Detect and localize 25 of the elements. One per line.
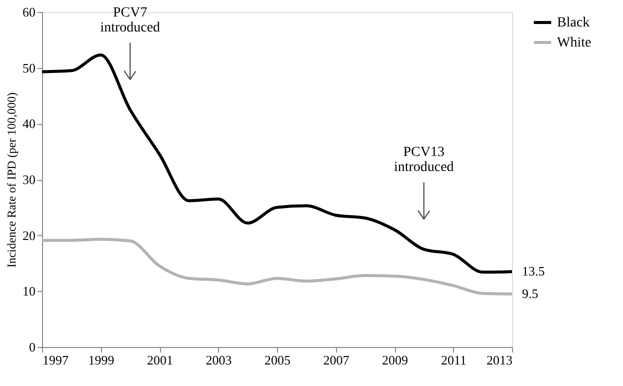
x-tick-label: 2009 bbox=[382, 352, 408, 368]
x-tick-label: 1997 bbox=[42, 352, 69, 368]
x-tick-label: 2011 bbox=[440, 352, 467, 368]
x-tick-label: 2013 bbox=[486, 352, 512, 368]
data-label: 13.5 bbox=[522, 264, 545, 279]
y-tick-label: 0 bbox=[29, 340, 36, 354]
x-tick-label: 2007 bbox=[323, 352, 350, 368]
y-tick-label: 30 bbox=[22, 172, 36, 187]
line-series bbox=[40, 238, 514, 296]
y-tick-label: 10 bbox=[22, 284, 36, 299]
y-axis-title: Incidence Rate of IPD (per 100,000) bbox=[4, 92, 18, 268]
y-tick-label: 50 bbox=[22, 60, 36, 76]
ref-line-label: PCV13 introduced bbox=[394, 145, 454, 176]
ref-line-label: PCV7 introduced bbox=[100, 6, 160, 36]
x-tick-label: 2005 bbox=[264, 352, 290, 368]
y-tick-label: 40 bbox=[22, 116, 36, 132]
line-series bbox=[40, 53, 514, 274]
y-tick-label: 60 bbox=[22, 4, 36, 20]
legend-label: Black bbox=[557, 16, 590, 30]
x-tick-label: 2003 bbox=[206, 352, 232, 368]
legend-label: White bbox=[557, 36, 592, 50]
x-tick-label: 1999 bbox=[88, 352, 114, 368]
y-tick-label: 20 bbox=[22, 228, 36, 243]
data-label: 9.5 bbox=[522, 286, 538, 301]
x-tick-label: 2001 bbox=[147, 352, 173, 368]
